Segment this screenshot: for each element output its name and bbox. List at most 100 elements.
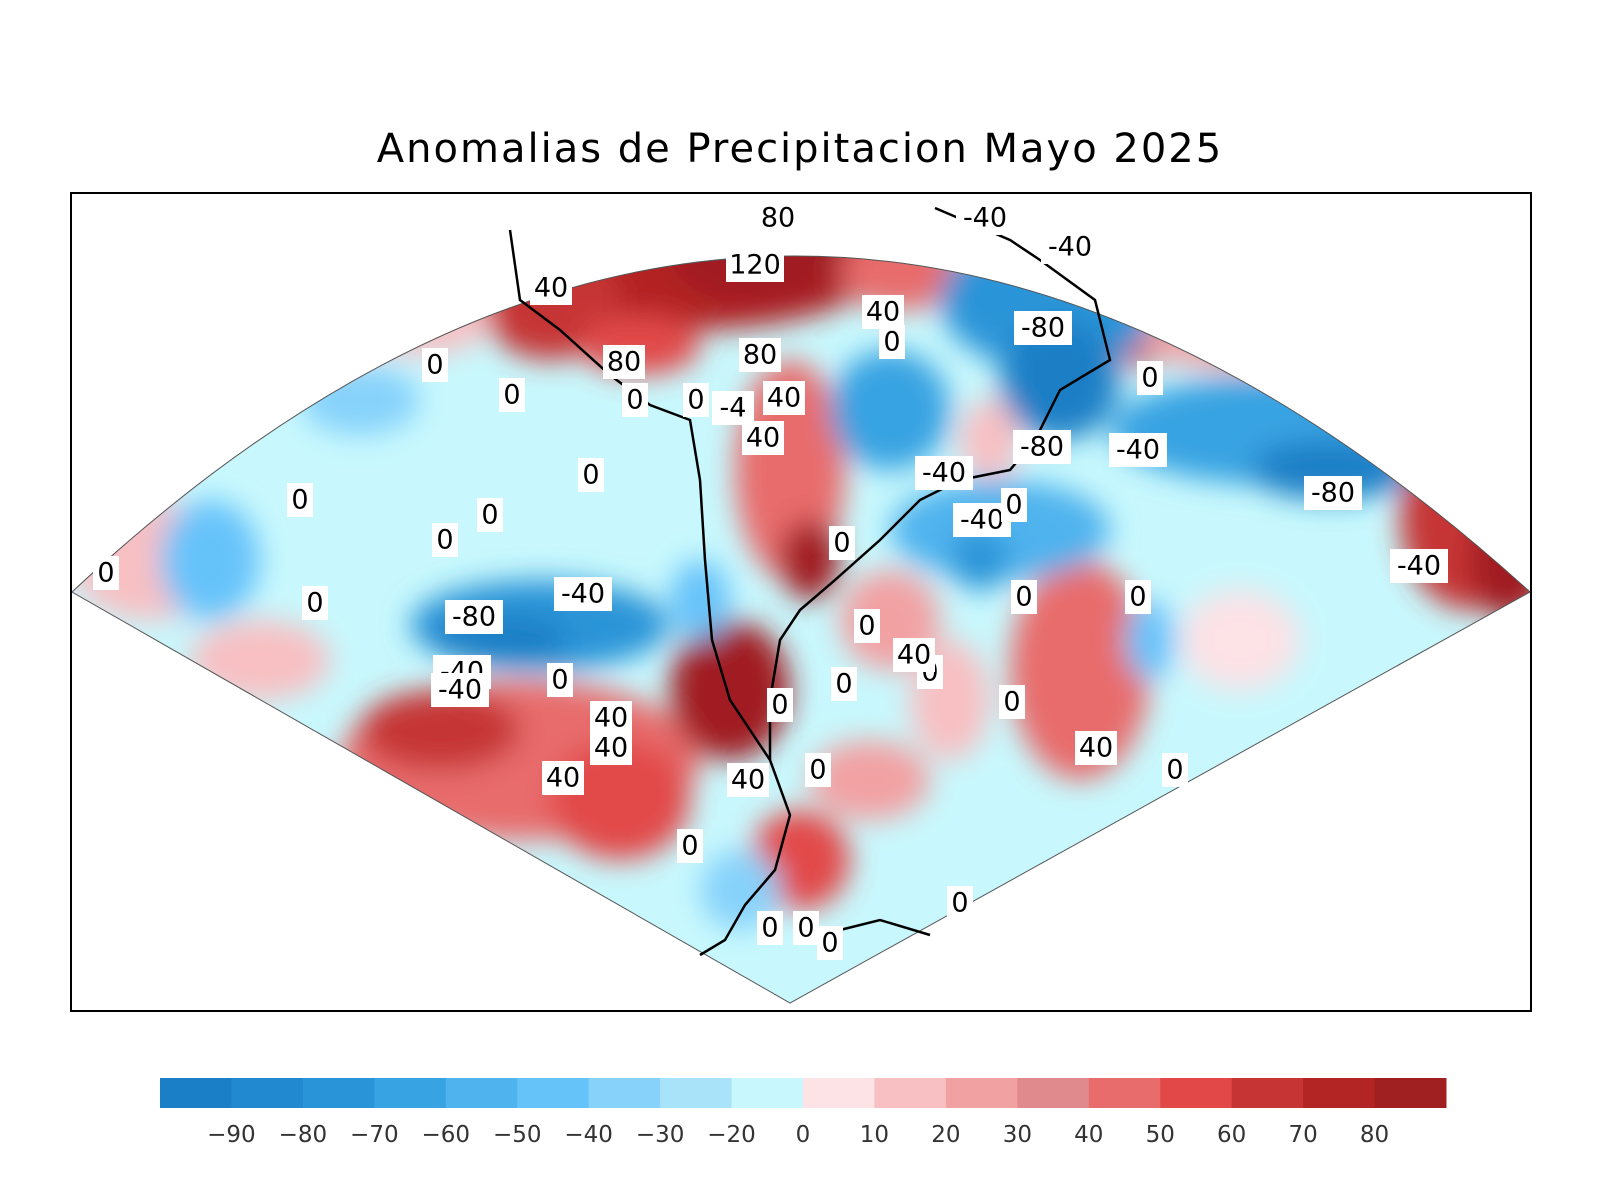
contour-label-background xyxy=(947,886,973,920)
contour-label-background xyxy=(956,201,1014,235)
contour-label-text: 0 xyxy=(809,755,826,786)
contour-label: 0 xyxy=(499,378,525,412)
colorbar-swatch xyxy=(1088,1078,1161,1108)
contour-label-text: -40 xyxy=(1048,232,1092,263)
contour-label: 0 xyxy=(1125,580,1151,614)
contour-label-background xyxy=(554,577,612,611)
contour-label-background xyxy=(590,701,632,735)
contour-label-text: 0 xyxy=(1003,687,1020,718)
coastline-south xyxy=(839,918,931,937)
contour-label-text: 0 xyxy=(436,525,453,556)
colorbar-swatch xyxy=(302,1078,375,1108)
contour-label-background xyxy=(1001,488,1027,522)
contour-label-background xyxy=(1075,731,1117,765)
contour-label: 40 xyxy=(530,271,572,305)
contour-label-background xyxy=(1014,311,1072,345)
contour-label-text: 0 xyxy=(1141,363,1158,394)
contour-label-text: 0 xyxy=(626,385,643,416)
contour-label-text: 40 xyxy=(594,733,628,764)
colorbar-tick-label: −30 xyxy=(636,1122,685,1148)
contour-label: -40 xyxy=(956,201,1014,235)
contour-label-text: 0 xyxy=(306,588,323,619)
contour-label-text: 40 xyxy=(731,765,765,796)
contour-label-background xyxy=(1125,580,1151,614)
colorbar-swatch xyxy=(731,1078,804,1108)
contour-label-text: -40 xyxy=(922,458,966,489)
contour-label-text: 0 xyxy=(1015,582,1032,613)
contour-label: -4 xyxy=(712,391,754,425)
contour-label: 0 xyxy=(805,753,831,787)
colorbar-swatch xyxy=(1303,1078,1376,1108)
contour-label-background xyxy=(677,829,703,863)
contour-label: -80 xyxy=(1014,311,1072,345)
contour-label: 0 xyxy=(683,383,709,417)
contour-label-background xyxy=(683,383,709,417)
colorbar-tick-label: 70 xyxy=(1288,1122,1317,1148)
colorbar-tick-label: −70 xyxy=(350,1122,399,1148)
contour-label-text: 40 xyxy=(897,640,931,671)
contour-label-text: 0 xyxy=(551,665,568,696)
contour-label-text: -40 xyxy=(438,675,482,706)
contour-label-background xyxy=(999,685,1025,719)
contour-label: 0 xyxy=(817,926,843,960)
colorbar-swatch xyxy=(1160,1078,1233,1108)
colorbar-tick-label: −80 xyxy=(279,1122,328,1148)
contour-label-background xyxy=(1013,430,1071,464)
anomaly-field xyxy=(72,256,1530,1003)
contour-label-background xyxy=(287,483,313,517)
contour-label: 0 xyxy=(302,586,328,620)
colorbar-tick-label: −90 xyxy=(207,1122,256,1148)
contour-label-background xyxy=(93,556,119,590)
contour-label: -80 xyxy=(445,600,503,634)
contour-label-background xyxy=(862,295,904,329)
contour-label: 0 xyxy=(1001,488,1027,522)
colorbar-tick-label: 40 xyxy=(1074,1122,1103,1148)
contour-label-background xyxy=(530,271,572,305)
contour-label-background xyxy=(726,248,784,282)
colorbar-swatch xyxy=(1231,1078,1304,1108)
contour-label-text: -40 xyxy=(1397,551,1441,582)
contour-label-background xyxy=(829,526,855,560)
contour-label-text: 40 xyxy=(534,273,568,304)
contour-label-text: -80 xyxy=(1020,432,1064,463)
contour-label: 0 xyxy=(757,911,783,945)
contour-label-text: 40 xyxy=(866,297,900,328)
contour-label-text: 0 xyxy=(687,385,704,416)
contour-label-text: -80 xyxy=(1311,478,1355,509)
colorbar-swatch xyxy=(1017,1078,1090,1108)
contour-label-text: -4 xyxy=(720,393,747,424)
contour-label: 40 xyxy=(1075,731,1117,765)
contour-label: 0 xyxy=(1137,361,1163,395)
contour-label: -80 xyxy=(1304,476,1362,510)
contour-label: 0 xyxy=(477,498,503,532)
contour-label-text: 80 xyxy=(743,340,777,371)
contour-label: -40 xyxy=(1390,549,1448,583)
contour-label-text: 0 xyxy=(681,831,698,862)
contour-label-text: 0 xyxy=(833,528,850,559)
contour-label-text: 0 xyxy=(951,888,968,919)
contour-label: 0 xyxy=(999,685,1025,719)
contour-label-background xyxy=(757,911,783,945)
contour-label-text: 40 xyxy=(1079,733,1113,764)
contour-label: 40 xyxy=(727,763,769,797)
contour-label: -40 xyxy=(431,673,489,707)
map-title: Anomalias de Precipitacion Mayo 2025 xyxy=(376,126,1224,172)
contour-label: 0 xyxy=(677,829,703,863)
contour-label: 0 xyxy=(829,526,855,560)
contour-label-background xyxy=(1162,753,1188,787)
map-frame xyxy=(70,192,1532,1012)
contour-label-background xyxy=(590,731,632,765)
contour-label-background xyxy=(763,381,805,415)
colorbar-swatch xyxy=(660,1078,733,1108)
contour-label-text: 120 xyxy=(729,250,781,281)
contour-label: 120 xyxy=(726,248,784,282)
colorbar-swatch xyxy=(874,1078,947,1108)
contour-label-background xyxy=(805,753,831,787)
contour-label: 40 xyxy=(542,761,584,795)
contour-label: 0 xyxy=(879,325,905,359)
contour-label-text: -80 xyxy=(452,602,496,633)
colorbar-tick-label: 20 xyxy=(931,1122,960,1148)
contour-label-background xyxy=(302,586,328,620)
contour-label-text: 0 xyxy=(582,460,599,491)
